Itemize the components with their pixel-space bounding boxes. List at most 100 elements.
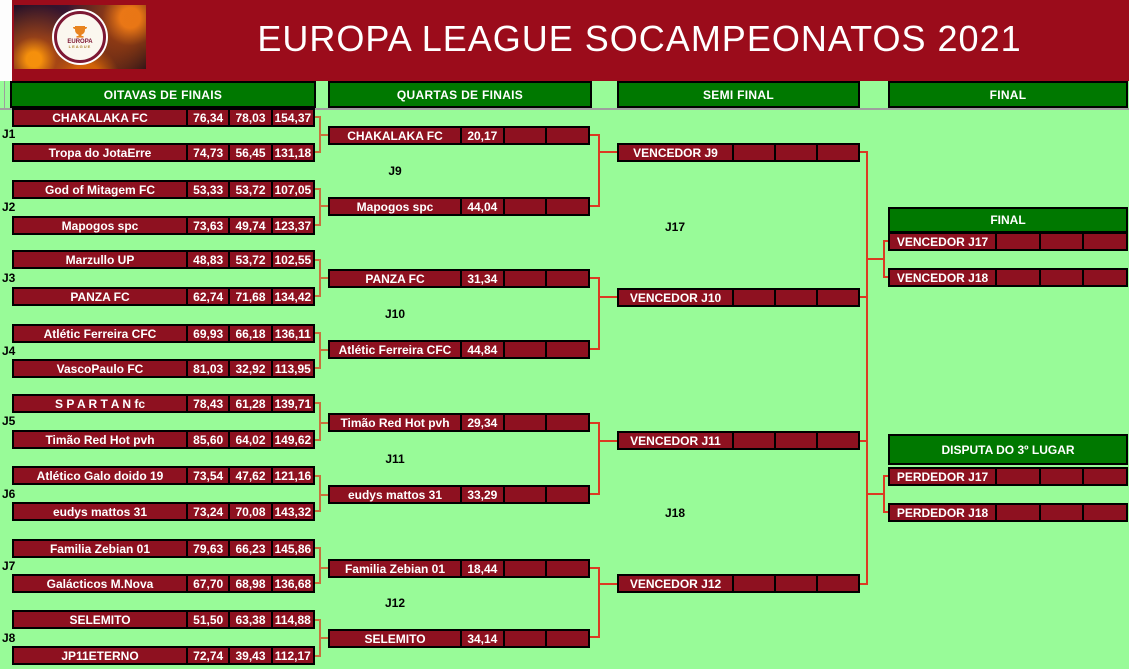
team-row[interactable]: Familia Zebian 01 79,63 66,23 145,86 [12, 539, 315, 558]
total-score-cell[interactable]: 102,55 [270, 252, 313, 267]
leg1-score-cell[interactable]: 53,33 [186, 182, 228, 197]
team-row[interactable]: Marzullo UP 48,83 53,72 102,55 [12, 250, 315, 269]
total-score-cell[interactable]: 154,37 [270, 110, 313, 125]
leg1-score-cell[interactable]: 67,70 [186, 576, 228, 591]
team-name-cell[interactable]: PANZA FC [365, 271, 425, 286]
empty-cell[interactable] [995, 270, 1039, 285]
empty-cell[interactable] [502, 199, 546, 214]
total-score-cell[interactable]: 136,11 [270, 326, 313, 341]
empty-cell[interactable] [502, 271, 546, 286]
empty-cell[interactable] [995, 234, 1039, 249]
total-score-cell[interactable]: 134,42 [270, 289, 313, 304]
team-row[interactable]: Familia Zebian 01 18,44 [328, 559, 590, 578]
total-score-cell[interactable]: 139,71 [270, 396, 313, 411]
team-name-cell[interactable]: Mapogos spc [356, 199, 434, 214]
empty-cell[interactable] [545, 487, 588, 502]
team-row[interactable]: eudys mattos 31 73,24 70,08 143,32 [12, 502, 315, 521]
score-cell[interactable]: 34,14 [460, 631, 503, 646]
team-name-cell[interactable]: SELEMITO [69, 612, 131, 627]
empty-cell[interactable] [502, 342, 546, 357]
empty-cell[interactable] [502, 128, 546, 143]
team-row[interactable]: VascoPaulo FC 81,03 32,92 113,95 [12, 359, 315, 378]
empty-cell[interactable] [816, 576, 858, 591]
team-name-cell[interactable]: VENCEDOR J12 [629, 576, 722, 591]
empty-cell[interactable] [774, 576, 816, 591]
total-score-cell[interactable]: 149,62 [270, 432, 313, 447]
score-cell[interactable]: 33,29 [460, 487, 503, 502]
team-name-cell[interactable]: eudys mattos 31 [52, 504, 148, 519]
team-row[interactable]: PERDEDOR J18 [888, 503, 1128, 522]
leg2-score-cell[interactable]: 49,74 [228, 218, 270, 233]
team-name-cell[interactable]: eudys mattos 31 [347, 487, 443, 502]
empty-cell[interactable] [995, 469, 1039, 484]
empty-cell[interactable] [502, 631, 546, 646]
leg2-score-cell[interactable]: 32,92 [228, 361, 270, 376]
leg2-score-cell[interactable]: 53,72 [228, 182, 270, 197]
total-score-cell[interactable]: 112,17 [270, 648, 313, 663]
empty-cell[interactable] [1082, 234, 1126, 249]
leg2-score-cell[interactable]: 66,23 [228, 541, 270, 556]
empty-cell[interactable] [545, 271, 588, 286]
score-cell[interactable]: 18,44 [460, 561, 503, 576]
empty-cell[interactable] [1082, 270, 1126, 285]
empty-cell[interactable] [502, 415, 546, 430]
score-cell[interactable]: 29,34 [460, 415, 503, 430]
leg1-score-cell[interactable]: 81,03 [186, 361, 228, 376]
leg1-score-cell[interactable]: 73,63 [186, 218, 228, 233]
team-name-cell[interactable]: Timão Red Hot pvh [45, 432, 155, 447]
leg1-score-cell[interactable]: 62,74 [186, 289, 228, 304]
team-row[interactable]: Timão Red Hot pvh 29,34 [328, 413, 590, 432]
team-row[interactable]: S P A R T A N fc 78,43 61,28 139,71 [12, 394, 315, 413]
empty-cell[interactable] [502, 487, 546, 502]
empty-cell[interactable] [1038, 505, 1083, 520]
team-row[interactable]: VENCEDOR J17 [888, 232, 1128, 251]
team-row[interactable]: Atlético Galo doido 19 73,54 47,62 121,1… [12, 466, 315, 485]
team-row[interactable]: God of Mitagem FC 53,33 53,72 107,05 [12, 180, 315, 199]
team-name-cell[interactable]: Marzullo UP [65, 252, 135, 267]
leg2-score-cell[interactable]: 66,18 [228, 326, 270, 341]
team-row[interactable]: PERDEDOR J17 [888, 467, 1128, 486]
team-name-cell[interactable]: VENCEDOR J17 [896, 234, 989, 249]
empty-cell[interactable] [545, 631, 588, 646]
empty-cell[interactable] [502, 561, 546, 576]
team-name-cell[interactable]: Tropa do JotaErre [48, 145, 152, 160]
leg1-score-cell[interactable]: 48,83 [186, 252, 228, 267]
empty-cell[interactable] [816, 290, 858, 305]
empty-cell[interactable] [545, 561, 588, 576]
empty-cell[interactable] [774, 290, 816, 305]
empty-cell[interactable] [732, 145, 774, 160]
team-row[interactable]: JP11ETERNO 72,74 39,43 112,17 [12, 646, 315, 665]
team-row[interactable]: VENCEDOR J9 [617, 143, 860, 162]
team-name-cell[interactable]: CHAKALAKA FC [347, 128, 443, 143]
empty-cell[interactable] [545, 415, 588, 430]
team-row[interactable]: VENCEDOR J10 [617, 288, 860, 307]
score-cell[interactable]: 44,04 [460, 199, 503, 214]
team-row[interactable]: PANZA FC 31,34 [328, 269, 590, 288]
empty-cell[interactable] [732, 290, 774, 305]
team-name-cell[interactable]: VENCEDOR J10 [629, 290, 722, 305]
team-row[interactable]: Mapogos spc 73,63 49,74 123,37 [12, 216, 315, 235]
leg1-score-cell[interactable]: 78,43 [186, 396, 228, 411]
leg2-score-cell[interactable]: 68,98 [228, 576, 270, 591]
total-score-cell[interactable]: 113,95 [270, 361, 313, 376]
leg2-score-cell[interactable]: 78,03 [228, 110, 270, 125]
score-cell[interactable]: 44,84 [460, 342, 503, 357]
empty-cell[interactable] [732, 576, 774, 591]
team-row[interactable]: Tropa do JotaErre 74,73 56,45 131,18 [12, 143, 315, 162]
team-name-cell[interactable]: VENCEDOR J9 [633, 145, 718, 160]
score-cell[interactable]: 31,34 [460, 271, 503, 286]
total-score-cell[interactable]: 136,68 [270, 576, 313, 591]
leg2-score-cell[interactable]: 70,08 [228, 504, 270, 519]
team-row[interactable]: Atlétic Ferreira CFC 44,84 [328, 340, 590, 359]
team-row[interactable]: SELEMITO 34,14 [328, 629, 590, 648]
leg2-score-cell[interactable]: 56,45 [228, 145, 270, 160]
empty-cell[interactable] [816, 145, 858, 160]
score-cell[interactable]: 20,17 [460, 128, 503, 143]
leg1-score-cell[interactable]: 74,73 [186, 145, 228, 160]
team-name-cell[interactable]: Familia Zebian 01 [344, 561, 446, 576]
empty-cell[interactable] [995, 505, 1039, 520]
empty-cell[interactable] [1038, 270, 1083, 285]
team-name-cell[interactable]: Atlétic Ferreira CFC [338, 342, 452, 357]
team-row[interactable]: Mapogos spc 44,04 [328, 197, 590, 216]
leg1-score-cell[interactable]: 69,93 [186, 326, 228, 341]
